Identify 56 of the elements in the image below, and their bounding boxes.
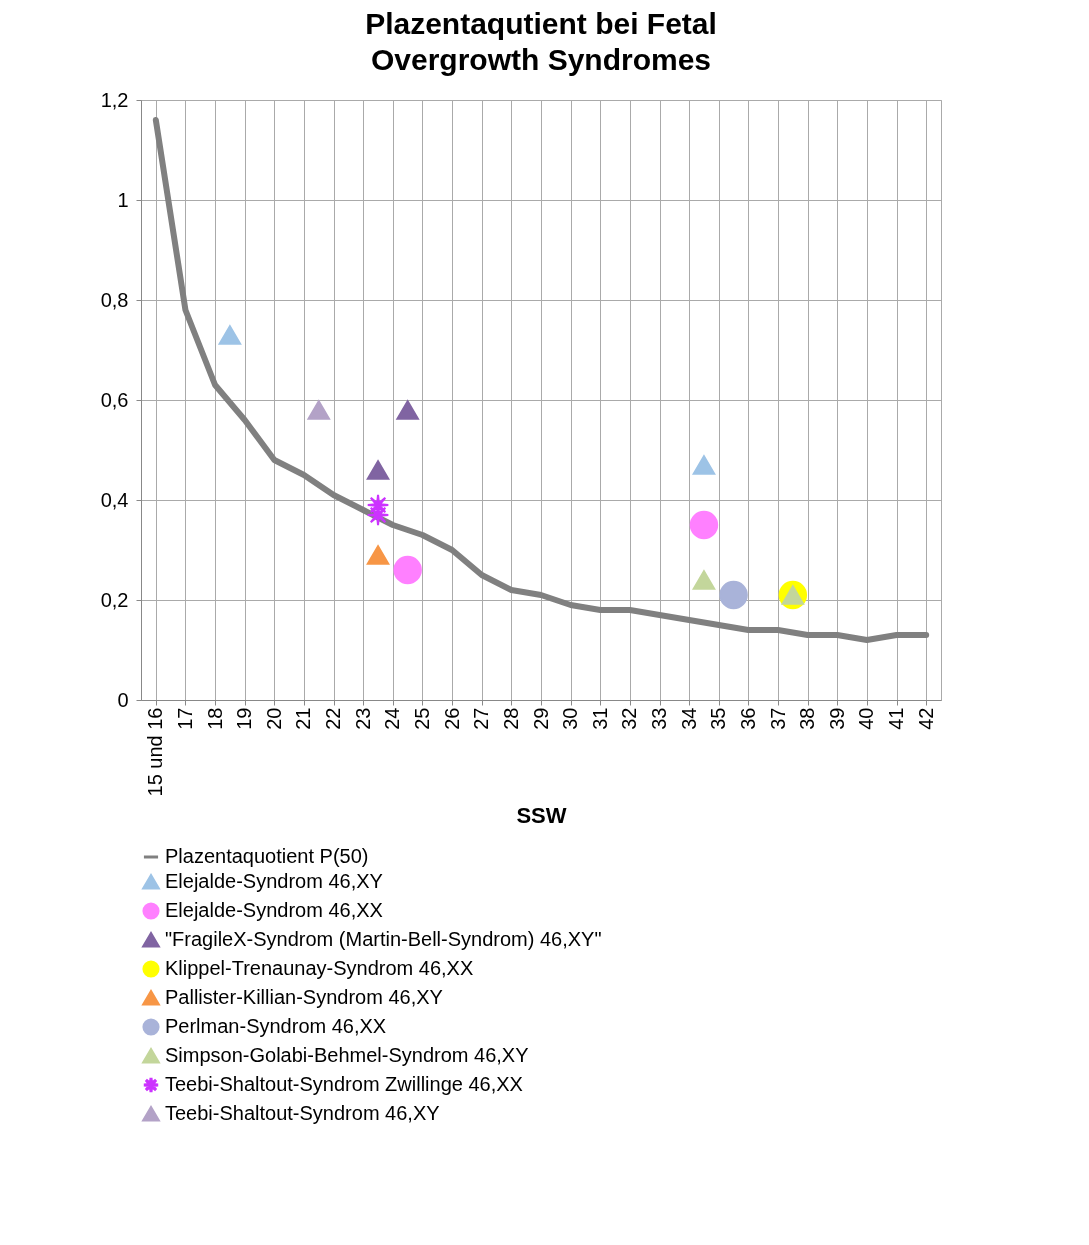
x-tick-label: 37 <box>766 707 789 730</box>
legend-label: "FragileX-Syndrom (Martin-Bell-Syndrom) 46,XY" <box>165 928 602 950</box>
y-tick-label: 0 <box>117 688 129 711</box>
x-tick-label: 35 <box>707 707 730 730</box>
point <box>689 510 719 540</box>
x-tick-label: 41 <box>885 707 908 730</box>
point <box>366 460 390 480</box>
x-tick-label: 24 <box>381 707 404 730</box>
x-tick-label: 15 und 16 <box>144 707 167 797</box>
x-tick-label: 30 <box>559 707 582 730</box>
x-tick-label: 19 <box>233 707 256 730</box>
legend-label: Klippel-Trenaunay-Syndrom 46,XX <box>165 957 474 979</box>
x-tick-label: 28 <box>499 707 522 730</box>
legend-label: Elejalde-Syndrom 46,XY <box>165 870 383 892</box>
y-tick-label: 1,2 <box>100 88 129 111</box>
x-tick-label: 33 <box>648 707 671 730</box>
x-tick-label: 31 <box>588 707 611 730</box>
x-tick-label: 40 <box>855 707 878 730</box>
legend-label: Teebi-Shaltout-Syndrom Zwillinge 46,XX <box>165 1073 523 1095</box>
y-tick-label: 0,4 <box>100 488 129 511</box>
y-tick-label: 0,2 <box>100 588 129 611</box>
y-tick-label: 1 <box>117 188 129 211</box>
x-axis-title: SSW <box>516 803 567 829</box>
y-tick-label: 0,8 <box>100 288 129 311</box>
point <box>692 570 716 590</box>
x-tick-label: 42 <box>914 707 937 730</box>
chart-title: Plazentaqutient bei Fetal Overgrowth Syndromes <box>365 7 717 76</box>
x-tick-label: 27 <box>470 707 493 730</box>
x-tick-label: 22 <box>322 707 345 730</box>
x-tick-label: 38 <box>796 707 819 730</box>
x-tick-label: 23 <box>351 707 374 730</box>
legend-label: Pallister-Killian-Syndrom 46,XY <box>165 986 443 1008</box>
legend-label: Plazentaquotient P(50) <box>165 845 369 867</box>
legend-label: Simpson-Golabi-Behmel-Syndrom 46,XY <box>165 1044 529 1066</box>
x-tick-label: 20 <box>262 707 285 730</box>
point <box>366 545 390 565</box>
x-tick-label: 26 <box>440 707 463 730</box>
point <box>692 455 716 475</box>
x-tick-label: 17 <box>173 707 196 730</box>
x-tick-label: 34 <box>677 707 700 730</box>
x-tick-label: 29 <box>529 707 552 730</box>
y-tick-label: 0,6 <box>100 388 129 411</box>
x-tick-label: 25 <box>410 707 433 730</box>
legend-label: Elejalde-Syndrom 46,XX <box>165 899 383 921</box>
legend-label: Teebi-Shaltout-Syndrom 46,XY <box>165 1102 440 1124</box>
x-tick-label: 21 <box>292 707 315 730</box>
x-tick-label: 18 <box>203 707 226 730</box>
point <box>719 580 748 610</box>
legend-label: Perlman-Syndrom 46,XX <box>165 1015 387 1037</box>
x-tick-label: 32 <box>618 707 641 730</box>
point <box>396 400 419 420</box>
x-tick-label: 39 <box>825 707 848 730</box>
point <box>307 400 331 420</box>
x-tick-label: 36 <box>736 707 759 730</box>
point <box>393 555 422 585</box>
point <box>218 325 242 345</box>
